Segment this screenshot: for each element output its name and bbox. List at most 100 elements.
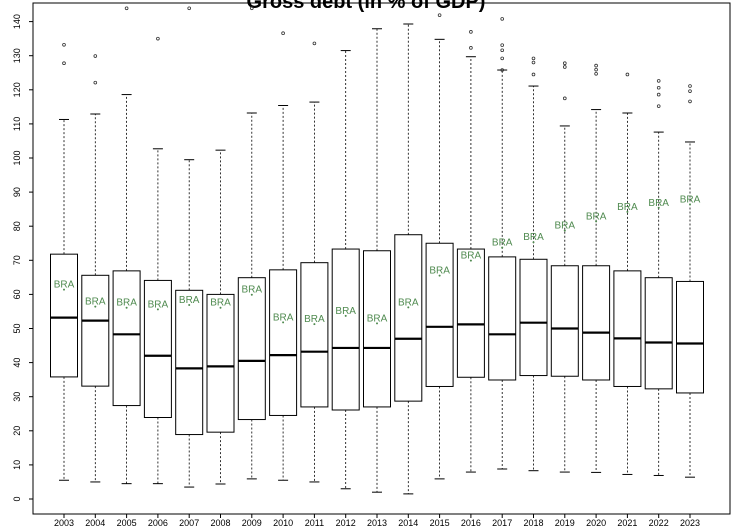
box-iqr	[613, 270, 642, 387]
outlier-point	[250, 6, 254, 11]
box-iqr	[331, 248, 360, 411]
bra-point	[626, 210, 629, 213]
x-tick-label: 2012	[336, 518, 356, 528]
outlier-point	[93, 80, 98, 85]
outlier-point	[656, 92, 661, 97]
bra-label: BRA	[461, 251, 482, 262]
y-tick-label: 60	[12, 289, 22, 299]
x-tick-label: 2014	[398, 518, 418, 528]
bra-label: BRA	[335, 306, 356, 317]
x-tick-label: 2016	[461, 518, 481, 528]
bra-point	[657, 206, 660, 209]
box-iqr	[488, 256, 517, 381]
box-iqr	[519, 258, 548, 377]
bra-label: BRA	[242, 285, 263, 296]
outlier-point	[688, 89, 692, 93]
bra-point	[469, 259, 472, 262]
x-tick-label: 2010	[273, 518, 293, 528]
bra-label: BRA	[648, 198, 669, 209]
y-tick-label: 40	[12, 358, 22, 368]
bra-label: BRA	[555, 221, 576, 232]
box-iqr	[175, 289, 204, 436]
outlier-point	[62, 61, 66, 66]
y-tick-label: 100	[12, 150, 22, 165]
bra-label: BRA	[85, 297, 106, 308]
x-tick-label: 2021	[617, 518, 637, 528]
bra-point	[344, 314, 347, 317]
outlier-point	[281, 31, 285, 35]
bra-point	[407, 306, 410, 309]
chart-title: Gross debt (in % of GDP)	[247, 0, 486, 13]
x-tick-label: 2019	[555, 518, 575, 528]
x-tick-label: 2022	[649, 518, 669, 528]
outlier-point	[594, 67, 598, 72]
y-tick-label: 80	[12, 221, 22, 231]
y-tick-label: 130	[12, 48, 22, 63]
box-iqr	[394, 234, 423, 402]
box-iqr	[50, 253, 78, 378]
y-tick-label: 90	[12, 187, 22, 197]
outlier-point	[312, 41, 317, 46]
bra-point	[501, 246, 504, 249]
x-tick-label: 2004	[85, 518, 105, 528]
outlier-point	[594, 71, 598, 76]
bra-label: BRA	[179, 295, 200, 306]
y-tick-label: 0	[12, 496, 22, 501]
x-tick-label: 2009	[242, 518, 262, 528]
y-tick-label: 120	[12, 82, 22, 97]
x-tick-label: 2020	[586, 518, 606, 528]
x-tick-label: 2018	[523, 518, 543, 528]
bra-point	[689, 203, 691, 206]
bra-label: BRA	[116, 298, 137, 309]
outlier-point	[531, 72, 536, 77]
bra-point	[563, 229, 566, 232]
bra-label: BRA	[148, 299, 169, 310]
bra-label: BRA	[367, 313, 388, 324]
bra-label: BRA	[398, 297, 419, 308]
bra-point	[250, 293, 253, 296]
outlier-point	[562, 96, 567, 101]
bra-label: BRA	[523, 232, 544, 243]
x-tick-label: 2006	[148, 518, 168, 528]
x-tick-label: 2023	[680, 518, 700, 528]
x-tick-label: 2013	[367, 518, 387, 528]
box-iqr	[550, 265, 579, 377]
bra-point	[63, 288, 65, 291]
box-iqr	[300, 262, 329, 408]
box-iqr	[112, 270, 141, 407]
bra-label: BRA	[429, 266, 450, 277]
outlier-point	[124, 6, 129, 11]
box-iqr	[644, 277, 673, 390]
box-iqr	[81, 274, 110, 387]
y-tick-label: 10	[12, 460, 22, 470]
box-iqr	[676, 280, 704, 394]
outlier-point	[656, 79, 661, 83]
bra-label: BRA	[680, 194, 701, 205]
box-iqr	[206, 293, 235, 433]
x-tick-label: 2008	[210, 518, 230, 528]
bra-label: BRA	[304, 314, 325, 325]
outlier-point	[156, 36, 160, 41]
bra-point	[532, 241, 535, 244]
outlier-point	[500, 68, 505, 72]
outlier-point	[531, 56, 536, 61]
outlier-point	[656, 85, 661, 90]
bra-point	[376, 322, 378, 325]
y-tick-label: 20	[12, 426, 22, 436]
bra-point	[282, 321, 285, 324]
bra-label: BRA	[586, 211, 607, 222]
bra-point	[595, 220, 598, 223]
outlier-point	[500, 17, 505, 21]
x-tick-label: 2015	[430, 518, 450, 528]
bra-point	[125, 306, 128, 309]
bra-label: BRA	[210, 298, 231, 309]
outlier-point	[500, 56, 505, 61]
bra-label: BRA	[492, 238, 513, 249]
bra-point	[94, 305, 97, 308]
plot-area: 0 10 20 30 40 50 60 70 80 90 100 110 120 130 140 2003 20…	[12, 2, 731, 528]
outlier-point	[500, 43, 505, 47]
box-iqr	[143, 279, 172, 419]
box-iqr	[582, 265, 611, 381]
outlier-point	[500, 48, 505, 53]
